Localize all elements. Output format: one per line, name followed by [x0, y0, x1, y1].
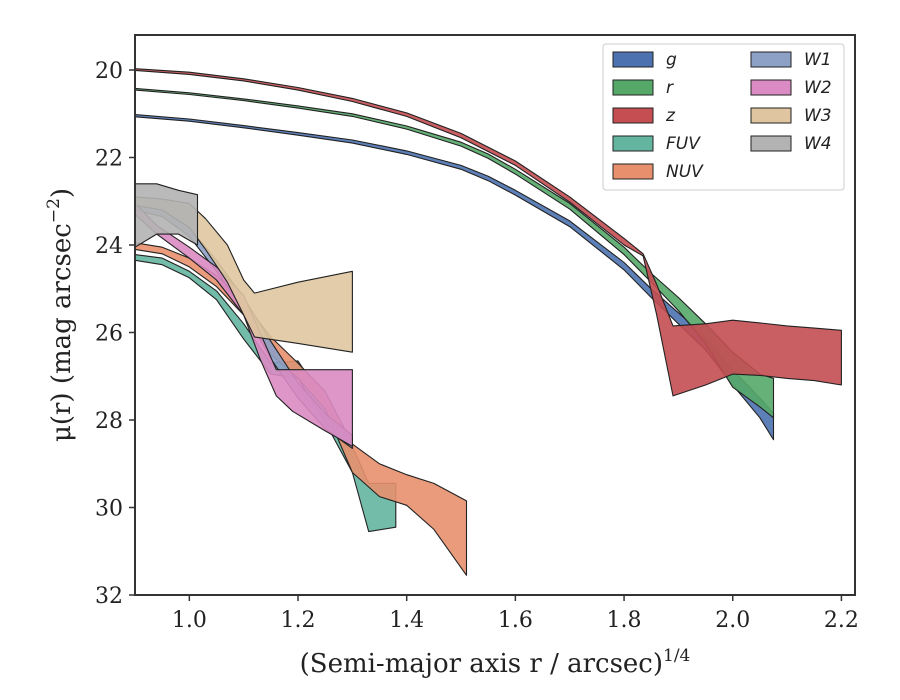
legend-label-r: r — [666, 78, 674, 98]
legend-label-w4: W4 — [804, 134, 832, 154]
legend-label-g: g — [666, 50, 677, 70]
legend-label-z: z — [665, 106, 676, 126]
legend-label-w2: W2 — [804, 78, 832, 98]
y-axis-title-tail: ) — [47, 188, 77, 198]
legend-label-w1: W1 — [804, 50, 832, 70]
x-axis-title-exponent: 1/4 — [663, 646, 690, 666]
legend-swatch-nuv — [612, 163, 654, 180]
y-tick-label: 22 — [95, 147, 123, 172]
x-tick-label: 2.2 — [824, 608, 859, 633]
legend-label-fuv: FUV — [666, 134, 701, 154]
legend-swatch-w2 — [750, 79, 792, 96]
legend-swatch-w4 — [750, 135, 792, 152]
band-fuv — [135, 254, 397, 533]
y-tick-label: 32 — [95, 584, 123, 609]
y-axis-title: μ(r) (mag arcsec−2) — [44, 188, 77, 442]
legend-label-w3: W3 — [804, 106, 832, 126]
band-w4 — [135, 183, 199, 248]
x-axis-title: (Semi-major axis r / arcsec)1/4 — [300, 646, 691, 679]
legend-label-nuv: NUV — [666, 162, 704, 182]
band-r — [135, 87, 775, 419]
y-tick-label: 20 — [95, 59, 123, 84]
x-tick-label: 1.0 — [172, 608, 207, 633]
y-tick-label: 26 — [95, 322, 123, 347]
x-tick-label: 2.0 — [715, 608, 750, 633]
legend-swatch-g — [612, 51, 654, 68]
series-areas — [135, 68, 842, 576]
x-tick-label: 1.8 — [607, 608, 642, 633]
legend-swatch-w3 — [750, 107, 792, 124]
x-tick-label: 1.6 — [498, 608, 533, 633]
legend: grz FUV NUV W1 W2 W3 W4 — [602, 43, 845, 191]
plot-frame — [134, 34, 856, 596]
legend-swatch-fuv — [612, 135, 654, 152]
legend-swatch-r — [612, 79, 654, 96]
x-tick-label: 1.2 — [281, 608, 316, 633]
y-tick-label: 24 — [95, 234, 123, 259]
legend-swatch-z — [612, 107, 654, 124]
y-tick-label: 28 — [95, 409, 123, 434]
y-axis-title-exponent: −2 — [44, 198, 64, 223]
band-z — [135, 68, 842, 397]
legend-swatch-w1 — [750, 51, 792, 68]
x-tick-label: 1.4 — [389, 608, 424, 633]
band-g — [135, 114, 775, 441]
y-axis-ticks: 20 22 24 26 28 30 32 — [95, 59, 135, 609]
y-tick-label: 30 — [95, 497, 123, 522]
x-axis-ticks: 1.0 1.2 1.4 1.6 1.8 2.0 2.2 — [172, 595, 859, 633]
